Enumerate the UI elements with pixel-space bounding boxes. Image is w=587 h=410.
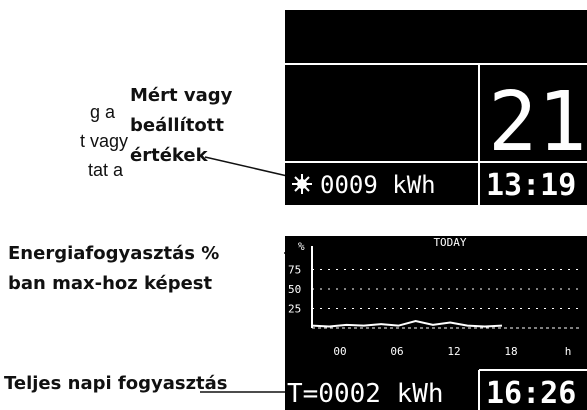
clock: 16:26 bbox=[486, 376, 576, 410]
label: Energiafogyasztás % bbox=[8, 243, 219, 264]
daily-total: T=0002 kWh bbox=[287, 379, 444, 409]
unit-label: % bbox=[298, 240, 305, 253]
x-tick-label: 00 bbox=[333, 345, 346, 358]
chart-title: TODAY bbox=[433, 236, 466, 249]
page: g a t vagy tat a Mért vagy beállított ér… bbox=[0, 0, 587, 410]
body-text: tat a bbox=[88, 160, 124, 180]
label: beállított bbox=[130, 115, 224, 136]
y-tick-label: 50 bbox=[288, 283, 301, 296]
y-tick-label: 75 bbox=[288, 264, 301, 277]
body-text: g a bbox=[90, 102, 116, 122]
label: Mért vagy bbox=[130, 85, 233, 106]
body-text: t vagy bbox=[80, 131, 128, 151]
label: ban max-hoz képest bbox=[8, 273, 213, 294]
clock: 13:19 bbox=[486, 168, 576, 203]
label: értékek bbox=[130, 145, 209, 166]
energy-reading: 0009 kWh bbox=[320, 171, 436, 199]
y-tick-label: 25 bbox=[288, 303, 301, 316]
x-tick-label: 18 bbox=[504, 345, 517, 358]
sun-icon bbox=[292, 174, 312, 194]
x-tick-label: 06 bbox=[390, 345, 403, 358]
temperature: 21° bbox=[488, 75, 587, 170]
label: Teljes napi fogyasztás bbox=[4, 373, 228, 394]
pointer bbox=[205, 157, 296, 178]
x-tick-label: 12 bbox=[447, 345, 460, 358]
x-tick-label: h bbox=[565, 345, 572, 358]
